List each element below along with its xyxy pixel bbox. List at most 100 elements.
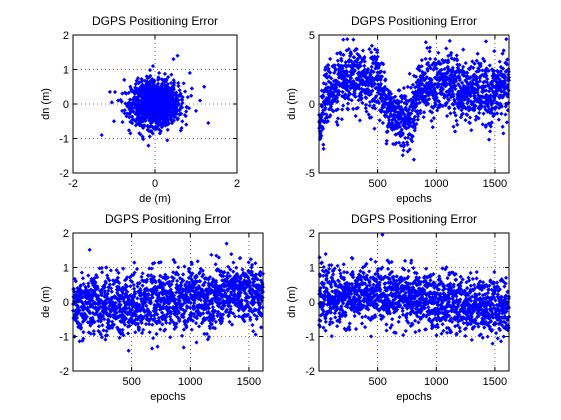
data-point <box>503 74 508 79</box>
data-point <box>434 66 439 71</box>
data-point <box>481 111 486 116</box>
data-point <box>446 60 451 65</box>
data-point <box>97 301 103 306</box>
data-point <box>177 112 182 117</box>
data-point <box>456 105 461 111</box>
data-point <box>228 267 233 272</box>
data-point <box>150 77 155 82</box>
data-point <box>476 116 481 121</box>
data-point <box>102 316 107 322</box>
data-point <box>151 336 156 341</box>
data-point <box>153 125 158 130</box>
data-point <box>456 82 461 87</box>
data-point <box>349 82 354 87</box>
data-point <box>435 75 440 80</box>
data-point <box>328 81 333 86</box>
data-point <box>162 119 168 124</box>
data-point <box>147 266 152 271</box>
data-point <box>325 85 331 90</box>
data-point <box>143 299 148 305</box>
data-point <box>326 79 331 84</box>
data-point <box>336 92 341 97</box>
data-point <box>154 307 159 313</box>
data-point <box>169 80 174 86</box>
data-point <box>483 94 488 99</box>
data-point <box>401 123 406 128</box>
data-point <box>320 126 326 131</box>
data-point <box>353 94 358 99</box>
data-point <box>398 115 403 120</box>
data-point <box>488 129 493 134</box>
data-point <box>377 108 383 113</box>
data-point <box>372 126 377 131</box>
data-point <box>480 68 485 73</box>
data-point <box>460 87 465 92</box>
data-point <box>417 90 423 95</box>
data-point <box>471 73 476 78</box>
x-tick-label: 500 <box>368 178 386 190</box>
data-point <box>91 332 97 337</box>
data-point <box>146 318 152 324</box>
data-point <box>209 313 214 318</box>
data-point <box>194 340 199 345</box>
data-point <box>209 299 215 304</box>
y-tick-label: -2 <box>59 168 69 180</box>
data-point <box>86 273 91 278</box>
data-point <box>442 95 447 100</box>
data-point <box>87 302 92 307</box>
data-point <box>425 60 431 65</box>
data-point <box>140 82 145 87</box>
data-point <box>81 336 86 341</box>
data-point <box>427 49 432 54</box>
data-point <box>219 269 224 274</box>
x-tick-label: -2 <box>68 178 78 190</box>
data-point <box>422 86 428 91</box>
data-point <box>329 334 334 339</box>
data-point <box>341 52 346 57</box>
data-point <box>71 301 76 306</box>
data-point <box>355 105 360 111</box>
data-point <box>141 111 147 116</box>
data-point <box>152 316 157 321</box>
data-point <box>413 98 418 103</box>
data-point <box>443 103 448 108</box>
data-point <box>364 95 369 101</box>
data-point <box>247 280 253 285</box>
data-point <box>490 99 495 104</box>
data-point <box>437 77 443 83</box>
data-point <box>387 124 392 129</box>
data-point <box>163 277 168 282</box>
data-point <box>327 266 332 271</box>
data-point <box>184 109 189 114</box>
data-point <box>173 109 178 114</box>
data-point <box>189 273 194 278</box>
data-point <box>93 288 98 293</box>
data-point <box>174 305 180 310</box>
data-point <box>209 252 214 257</box>
data-point <box>429 118 434 123</box>
data-point <box>211 308 216 313</box>
data-point <box>162 300 167 305</box>
data-point <box>333 283 338 288</box>
data-point <box>479 103 484 108</box>
data-point <box>131 117 136 122</box>
data-point <box>164 314 169 320</box>
data-point <box>244 313 249 318</box>
data-point <box>210 305 216 310</box>
data-point <box>245 299 250 304</box>
data-point <box>415 111 420 116</box>
data-point <box>105 291 110 296</box>
data-point <box>100 286 105 291</box>
data-point <box>110 325 115 330</box>
data-point <box>455 104 461 109</box>
data-point <box>126 296 131 302</box>
data-point <box>452 73 457 78</box>
data-point <box>329 301 334 306</box>
data-point <box>455 97 460 102</box>
data-point <box>379 74 385 79</box>
data-point <box>503 104 508 109</box>
data-point <box>77 287 83 292</box>
data-point <box>252 300 257 305</box>
data-point <box>103 305 108 310</box>
data-point <box>484 88 489 93</box>
